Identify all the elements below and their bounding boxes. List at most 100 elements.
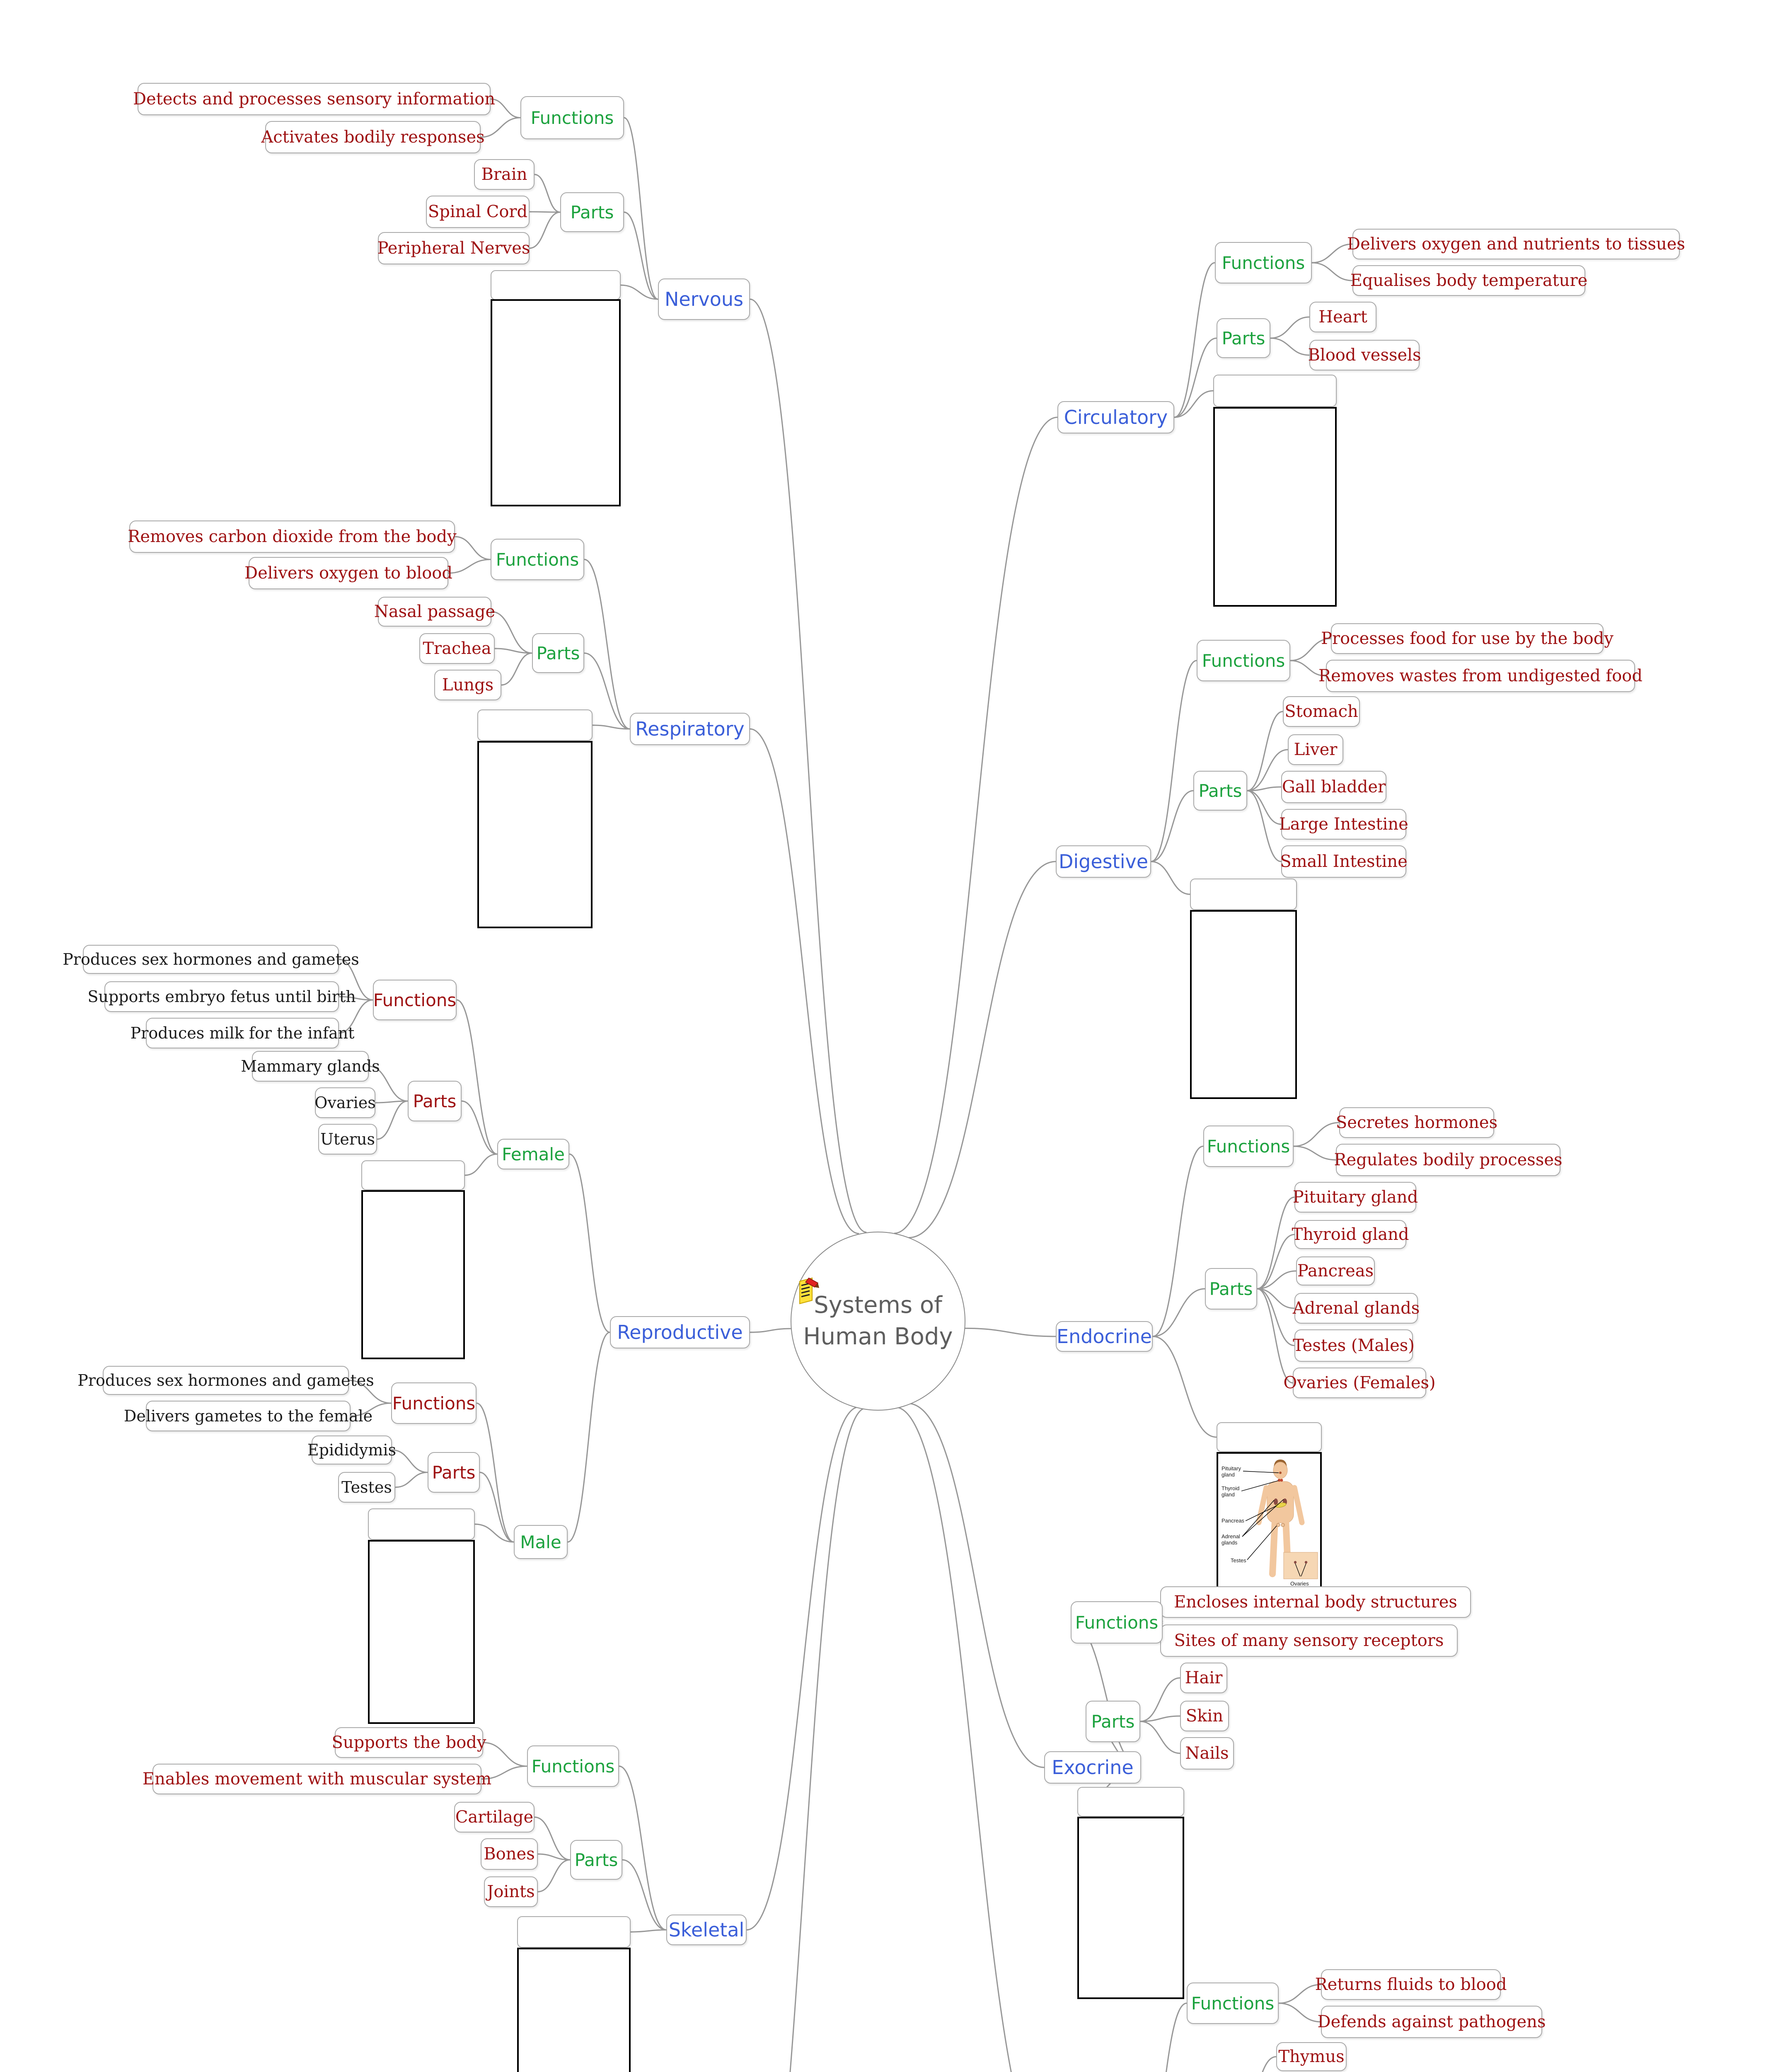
- nervous-function-detects[interactable]: Detects and processes sensory informatio…: [133, 83, 495, 115]
- respiratory-function-removes[interactable]: Removes carbon dioxide from the body: [128, 520, 457, 553]
- circulatory-parts[interactable]: Parts: [1217, 318, 1270, 358]
- immune-functions[interactable]: Functions: [1187, 1982, 1279, 2024]
- skeletal-part-joints[interactable]: Joints: [484, 1876, 538, 1907]
- male-parts[interactable]: Parts: [428, 1452, 480, 1493]
- male[interactable]: Male: [514, 1525, 568, 1559]
- female-function-embryo[interactable]: Supports embryo fetus until birth: [87, 981, 356, 1012]
- exocrine-functions[interactable]: Functions: [1071, 1601, 1163, 1644]
- endocrine-part-ovaries[interactable]: Ovaries (Females): [1283, 1368, 1436, 1398]
- respiratory-part-lungs[interactable]: Lungs: [434, 670, 501, 700]
- skeletal-image-node[interactable]: [517, 1916, 631, 1948]
- endocrine-function-regulates[interactable]: Regulates bodily processes: [1334, 1144, 1563, 1176]
- female-parts[interactable]: Parts: [408, 1081, 462, 1121]
- digestive-parts[interactable]: Parts: [1193, 771, 1247, 811]
- circulatory-image-node[interactable]: [1213, 375, 1337, 407]
- digestive-part-liver[interactable]: Liver: [1288, 734, 1343, 765]
- circulatory[interactable]: Circulatory: [1057, 401, 1174, 433]
- skeletal-function-supports[interactable]: Supports the body: [332, 1727, 486, 1758]
- female-functions[interactable]: Functions: [373, 980, 457, 1020]
- endocrine-image[interactable]: Pituitary gland Thyroid gland Pancreas Adrena…: [1217, 1452, 1322, 1591]
- exocrine-part-nails[interactable]: Nails: [1180, 1737, 1234, 1769]
- nervous-function-activates[interactable]: Activates bodily responses: [261, 121, 485, 153]
- endocrine-function-secretes[interactable]: Secretes hormones: [1336, 1107, 1497, 1138]
- skeletal-parts[interactable]: Parts: [570, 1840, 622, 1880]
- endocrine-part-pituitary[interactable]: Pituitary gland: [1293, 1182, 1418, 1213]
- digestive-image[interactable]: [1190, 910, 1297, 1099]
- skeletal-functions[interactable]: Functions: [527, 1745, 619, 1787]
- digestive-function-processes[interactable]: Processes food for use by the body: [1321, 623, 1613, 654]
- exocrine-part-hair[interactable]: Hair: [1180, 1663, 1227, 1693]
- respiratory-image-node[interactable]: [477, 709, 593, 741]
- immune-function-fluids[interactable]: Returns fluids to blood: [1315, 1969, 1507, 2000]
- female-part-mammary-glands[interactable]: Mammary glands: [241, 1051, 380, 1082]
- endocrine-functions[interactable]: Functions: [1203, 1126, 1294, 1167]
- nervous-image-node[interactable]: [491, 270, 621, 300]
- male-function-gametes[interactable]: Delivers gametes to the female: [124, 1401, 373, 1431]
- endocrine-part-adrenal[interactable]: Adrenal glands: [1293, 1293, 1420, 1324]
- circulatory-function-equalises[interactable]: Equalises body temperature: [1350, 265, 1587, 296]
- endocrine-part-testes[interactable]: Testes (Males): [1293, 1329, 1415, 1362]
- male-image[interactable]: [368, 1540, 475, 1724]
- immune-part-thymus[interactable]: Thymus: [1276, 2042, 1347, 2071]
- endocrine-part-pancreas[interactable]: Pancreas: [1296, 1256, 1375, 1285]
- endocrine-parts[interactable]: Parts: [1205, 1268, 1257, 1310]
- respiratory[interactable]: Respiratory: [630, 713, 750, 745]
- digestive-image-node[interactable]: [1190, 879, 1297, 910]
- immune-function-defends[interactable]: Defends against pathogens: [1318, 2006, 1546, 2038]
- respiratory-part-trachea[interactable]: Trachea: [419, 633, 495, 664]
- exocrine-image-node[interactable]: [1077, 1787, 1184, 1817]
- circulatory-function-delivers[interactable]: Delivers oxygen and nutrients to tissues: [1347, 229, 1685, 259]
- respiratory-functions[interactable]: Functions: [491, 539, 584, 580]
- male-function-hormones[interactable]: Produces sex hormones and gametes: [77, 1366, 374, 1395]
- respiratory-part-nasal-passage[interactable]: Nasal passage: [374, 597, 495, 627]
- female-image[interactable]: [361, 1190, 465, 1359]
- nervous-part-brain[interactable]: Brain: [474, 159, 535, 190]
- digestive-functions[interactable]: Functions: [1197, 640, 1290, 681]
- endocrine-part-thyroid[interactable]: Thyroid gland: [1292, 1220, 1409, 1249]
- female-image-node[interactable]: [361, 1160, 465, 1190]
- female-function-hormones[interactable]: Produces sex hormones and gametes: [63, 945, 359, 974]
- digestive-function-removes[interactable]: Removes wastes from undigested food: [1318, 660, 1642, 692]
- nervous-part-spinal-cord[interactable]: Spinal Cord: [426, 196, 530, 228]
- circulatory-part-heart[interactable]: Heart: [1309, 302, 1376, 332]
- skeletal-part-cartilage[interactable]: Cartilage: [454, 1802, 535, 1832]
- skeletal-image[interactable]: [517, 1948, 631, 2072]
- circulatory-part-blood-vessels[interactable]: Blood vessels: [1308, 340, 1421, 370]
- circulatory-image[interactable]: [1213, 407, 1337, 607]
- male-part-epididymis[interactable]: Epididymis: [307, 1435, 396, 1464]
- circulatory-functions[interactable]: Functions: [1215, 242, 1312, 283]
- digestive-part-large-intestine[interactable]: Large Intestine: [1279, 809, 1408, 840]
- male-part-testes[interactable]: Testes: [338, 1472, 395, 1503]
- exocrine-part-skin[interactable]: Skin: [1180, 1701, 1229, 1731]
- skeletal[interactable]: Skeletal: [666, 1915, 747, 1945]
- reproductive[interactable]: Reproductive: [610, 1316, 750, 1348]
- endocrine-image-node[interactable]: [1217, 1422, 1322, 1452]
- skeletal-function-movement[interactable]: Enables movement with muscular system: [143, 1764, 491, 1794]
- nervous[interactable]: Nervous: [658, 278, 750, 320]
- exocrine[interactable]: Exocrine: [1044, 1751, 1141, 1784]
- exocrine-image[interactable]: [1077, 1817, 1184, 1999]
- respiratory-function-delivers[interactable]: Delivers oxygen to blood: [244, 557, 452, 589]
- endocrine[interactable]: Endocrine: [1056, 1321, 1153, 1352]
- female-part-uterus[interactable]: Uterus: [318, 1124, 377, 1155]
- nervous-functions[interactable]: Functions: [520, 96, 624, 139]
- nervous-parts[interactable]: Parts: [560, 192, 624, 232]
- exocrine-function-encloses[interactable]: Encloses internal body structures: [1160, 1586, 1471, 1618]
- respiratory-image[interactable]: [477, 741, 593, 928]
- female[interactable]: Female: [497, 1139, 569, 1169]
- respiratory-parts[interactable]: Parts: [532, 633, 584, 673]
- exocrine-function-sites[interactable]: Sites of many sensory receptors: [1160, 1624, 1458, 1657]
- digestive-part-stomach[interactable]: Stomach: [1283, 696, 1360, 727]
- nervous-part-peripheral-nerves[interactable]: Peripheral Nerves: [377, 232, 530, 264]
- male-image-node[interactable]: [368, 1508, 475, 1540]
- skeletal-part-bones[interactable]: Bones: [481, 1838, 538, 1870]
- female-function-milk[interactable]: Produces milk for the infant: [131, 1018, 354, 1048]
- nervous-image[interactable]: [491, 299, 621, 506]
- female-part-ovaries[interactable]: Ovaries: [314, 1087, 376, 1118]
- male-functions[interactable]: Functions: [391, 1382, 477, 1424]
- central-topic[interactable]: Systems of Human Body: [791, 1232, 965, 1411]
- exocrine-parts[interactable]: Parts: [1086, 1701, 1140, 1742]
- digestive[interactable]: Digestive: [1056, 845, 1151, 878]
- digestive-part-small-intestine[interactable]: Small Intestine: [1280, 845, 1408, 878]
- digestive-part-gall-bladder[interactable]: Gall bladder: [1281, 771, 1386, 803]
